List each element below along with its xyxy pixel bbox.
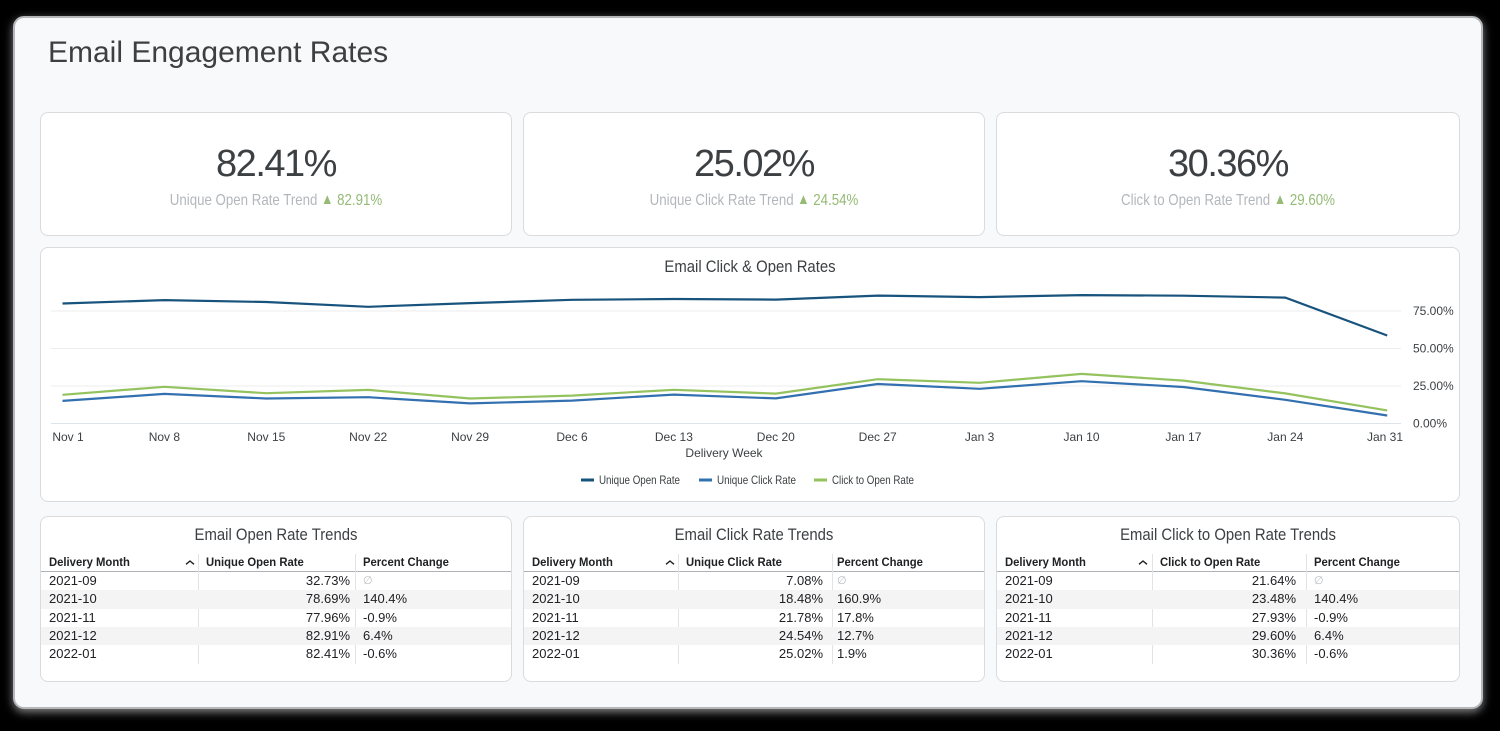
svg-text:Jan 17: Jan 17	[1165, 430, 1201, 444]
svg-text:Nov 8: Nov 8	[149, 430, 181, 444]
svg-text:Dec 20: Dec 20	[757, 430, 795, 444]
svg-text:Jan 24: Jan 24	[1267, 430, 1303, 444]
svg-text:75.00%: 75.00%	[1413, 304, 1454, 318]
svg-text:Jan 10: Jan 10	[1063, 430, 1099, 444]
svg-text:Jan 31: Jan 31	[1367, 430, 1403, 444]
svg-text:0.00%: 0.00%	[1413, 417, 1447, 431]
svg-text:Unique Open Rate: Unique Open Rate	[599, 473, 680, 487]
svg-text:Unique Click Rate: Unique Click Rate	[717, 473, 796, 487]
svg-text:25.00%: 25.00%	[1413, 379, 1454, 393]
svg-text:Nov 22: Nov 22	[349, 430, 387, 444]
svg-text:Delivery Week: Delivery Week	[685, 446, 763, 460]
svg-text:Nov 29: Nov 29	[451, 430, 489, 444]
svg-text:Jan 3: Jan 3	[965, 430, 995, 444]
svg-text:Click to Open Rate: Click to Open Rate	[832, 473, 914, 487]
svg-text:Nov 15: Nov 15	[247, 430, 285, 444]
svg-text:Dec 13: Dec 13	[655, 430, 693, 444]
svg-text:Dec 6: Dec 6	[556, 430, 588, 444]
svg-text:Nov 1: Nov 1	[52, 430, 84, 444]
svg-text:Dec 27: Dec 27	[859, 430, 897, 444]
svg-text:50.00%: 50.00%	[1413, 342, 1454, 356]
